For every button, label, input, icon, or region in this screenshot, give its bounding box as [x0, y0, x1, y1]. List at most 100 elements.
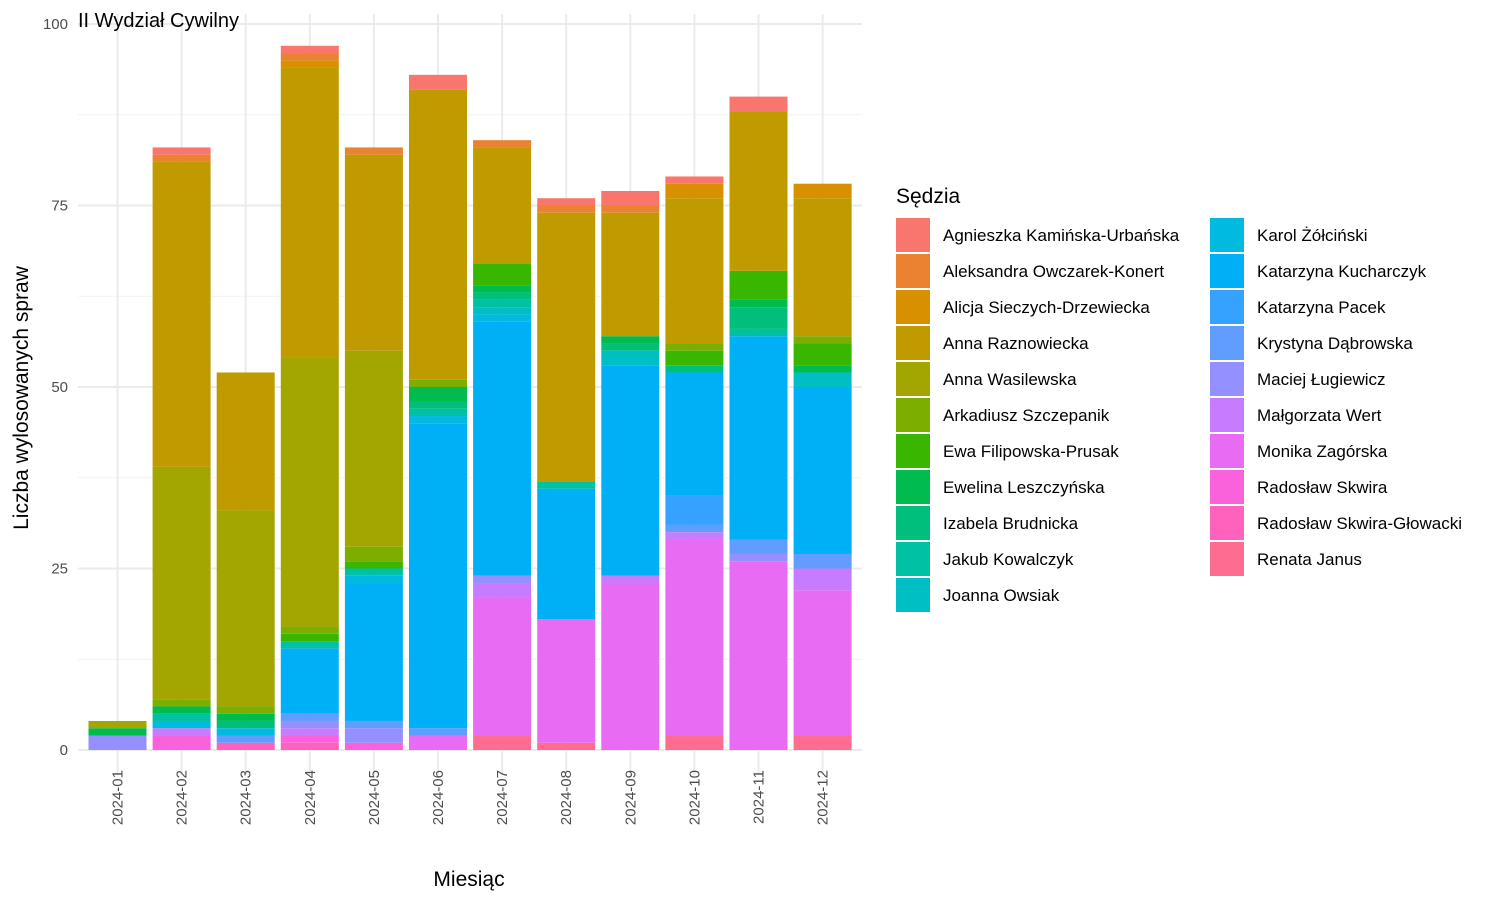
bar-segment — [537, 488, 596, 620]
legend-key — [896, 326, 930, 360]
legend-item: Radosław Skwira — [1210, 470, 1388, 504]
y-tick-label: 25 — [51, 561, 68, 578]
bar-segment — [729, 539, 788, 554]
bar-segment — [793, 365, 852, 373]
legend-label: Karol Żółciński — [1257, 226, 1368, 245]
bar-stack-2024-04 — [280, 45, 339, 750]
legend-label: Ewa Filipowska-Prusak — [943, 442, 1119, 461]
bar-segment — [216, 742, 275, 750]
bar-segment — [152, 147, 211, 155]
legend-key — [896, 506, 930, 540]
legend-label: Arkadiusz Szczepanik — [943, 406, 1110, 425]
legend-label: Agnieszka Kamińska-Urbańska — [943, 226, 1180, 245]
legend-label: Monika Zagórska — [1257, 442, 1388, 461]
bar-stack-2024-10 — [665, 176, 724, 750]
x-tick-label: 2024-11 — [751, 770, 768, 824]
legend-key — [1210, 434, 1244, 468]
bar-segment — [280, 648, 339, 714]
bar-segment — [280, 53, 339, 61]
bar-segment — [473, 735, 532, 750]
bar-segment — [216, 728, 275, 736]
bar-segment — [665, 735, 724, 750]
bar-segment — [344, 583, 403, 721]
bar-stack-2024-09 — [601, 190, 660, 750]
bar-segment — [729, 328, 788, 337]
legend-label: Anna Wasilewska — [943, 370, 1077, 389]
x-tick-label: 2024-10 — [686, 770, 703, 825]
bar-segment — [152, 699, 211, 707]
legend-label: Ewelina Leszczyńska — [943, 478, 1105, 497]
legend-key — [896, 254, 930, 288]
bar-segment — [280, 45, 339, 54]
bar-segment — [473, 314, 532, 322]
x-tick-label: 2024-09 — [622, 770, 639, 825]
legend-key — [1210, 362, 1244, 396]
bar-segment — [729, 299, 788, 308]
bar-segment — [473, 321, 532, 576]
bar-segment — [665, 350, 724, 366]
bar-segment — [537, 205, 596, 213]
legend-item: Arkadiusz Szczepanik — [896, 398, 1110, 432]
bar-segment — [152, 466, 211, 700]
bar-segment — [665, 372, 724, 496]
legend-key — [896, 362, 930, 396]
bar-segment — [665, 176, 724, 184]
bar-segment — [537, 212, 596, 482]
bar-segment — [665, 365, 724, 373]
bar-segment — [537, 742, 596, 750]
bar-stack-2024-03 — [216, 372, 275, 750]
bar-segment — [152, 161, 211, 467]
bar-segment — [793, 590, 852, 736]
legend-item: Maciej Ługiewicz — [1210, 362, 1386, 396]
bar-segment — [793, 553, 852, 569]
bar-segment — [409, 735, 467, 750]
bar-segment — [793, 336, 852, 344]
bar-segment — [409, 728, 467, 736]
bar-segment — [665, 539, 724, 736]
bar-segment — [729, 307, 788, 329]
legend-item: Małgorzata Wert — [1210, 398, 1382, 432]
bar-segment — [152, 728, 211, 736]
legend-item: Ewa Filipowska-Prusak — [896, 434, 1119, 468]
bar-segment — [409, 408, 467, 417]
bar-segment — [537, 619, 596, 743]
legend-label: Aleksandra Owczarek-Konert — [943, 262, 1164, 281]
bar-segment — [344, 350, 403, 547]
bar-segment — [280, 720, 339, 729]
legend-title: Sędzia — [896, 185, 961, 208]
legend-label: Anna Raznowiecka — [943, 334, 1089, 353]
legend-item: Karol Żółciński — [1210, 218, 1368, 252]
legend-key — [896, 398, 930, 432]
bar-segment — [344, 546, 403, 562]
bar-segment — [793, 372, 852, 387]
y-axis-title: Liczba wylosowanych spraw — [10, 265, 33, 530]
legend-item: Anna Raznowiecka — [896, 326, 1089, 360]
chart-title: II Wydział Cywilny — [78, 10, 239, 32]
bar-segment — [473, 140, 532, 148]
legend-item: Monika Zagórska — [1210, 434, 1388, 468]
bar-segment — [88, 728, 147, 736]
legend-label: Maciej Ługiewicz — [1257, 370, 1386, 389]
bar-segment — [409, 89, 467, 380]
bar-segment — [473, 307, 532, 315]
bar-segment — [729, 111, 788, 271]
x-tick-label: 2024-05 — [366, 770, 383, 825]
bar-segment — [344, 147, 403, 155]
legend-key — [1210, 398, 1244, 432]
bar-stack-2024-12 — [793, 183, 852, 750]
bar-segment — [473, 299, 532, 308]
bar-stack-2024-08 — [537, 198, 596, 750]
bar-segment — [216, 713, 275, 721]
bar-stack-2024-11 — [729, 96, 788, 750]
legend-item: Krystyna Dąbrowska — [1210, 326, 1413, 360]
bar-segment — [665, 532, 724, 540]
legend-key — [896, 470, 930, 504]
bar-segment — [344, 728, 403, 743]
legend-key — [1210, 470, 1244, 504]
x-tick-label: 2024-12 — [815, 770, 832, 825]
legend-label: Izabela Brudnicka — [943, 514, 1079, 533]
bar-segment — [793, 735, 852, 750]
legend-label: Katarzyna Kucharczyk — [1257, 262, 1427, 281]
bar-segment — [601, 583, 660, 750]
